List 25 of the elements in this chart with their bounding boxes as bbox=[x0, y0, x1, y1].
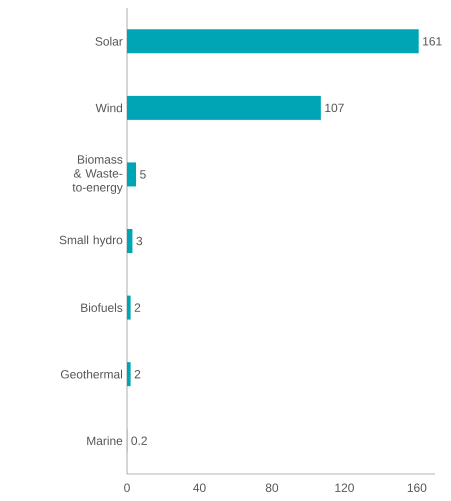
y-tick-label: Geothermal bbox=[60, 370, 122, 379]
data-label: 3 bbox=[136, 236, 142, 246]
bar bbox=[127, 96, 321, 120]
bar bbox=[127, 229, 132, 254]
y-tick-label: Small hydro bbox=[60, 235, 122, 247]
x-tick-label: 160 bbox=[408, 484, 426, 492]
y-tick-label: Biomass & Waste-to-energy bbox=[72, 154, 123, 194]
bar bbox=[127, 296, 131, 320]
data-label: 2 bbox=[134, 370, 140, 378]
data-label: 161 bbox=[423, 37, 442, 46]
bar bbox=[127, 362, 131, 386]
data-label: 107 bbox=[325, 104, 344, 112]
data-label: 2 bbox=[134, 303, 140, 312]
y-tick-label: Marine bbox=[87, 436, 122, 446]
x-tick-label: 80 bbox=[266, 484, 278, 492]
bar bbox=[127, 162, 136, 186]
x-tick-label: 0 bbox=[124, 484, 130, 492]
x-tick-label: 120 bbox=[335, 484, 354, 492]
y-tick-label: Wind bbox=[96, 103, 122, 112]
data-label: 5 bbox=[140, 170, 146, 179]
y-tick-label: Biofuels bbox=[81, 303, 122, 312]
x-tick-label: 40 bbox=[193, 484, 206, 492]
bar bbox=[127, 29, 419, 54]
data-label: 0.2 bbox=[131, 436, 147, 445]
y-tick-label: Solar bbox=[95, 36, 123, 46]
